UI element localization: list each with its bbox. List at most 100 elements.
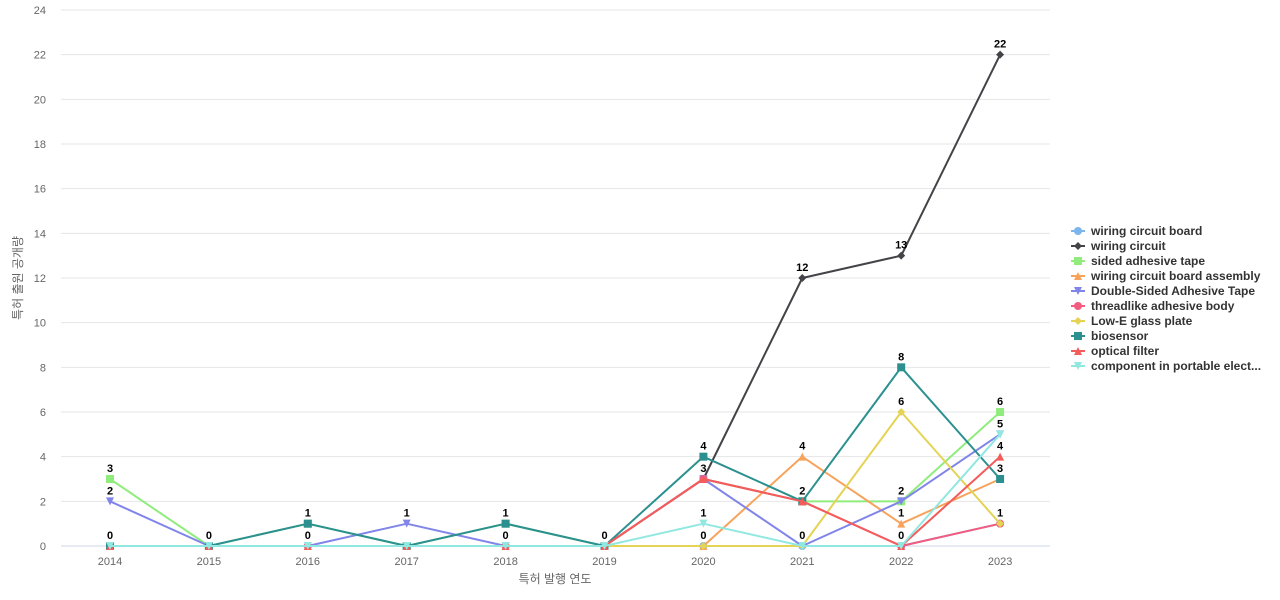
series-line: [110, 478, 1001, 547]
data-point: [402, 519, 411, 528]
series-group: [106, 50, 1005, 550]
data-label: 1: [898, 508, 904, 520]
data-point: [303, 519, 312, 528]
legend-marker: [1074, 362, 1082, 370]
series-line: [110, 54, 1001, 547]
y-tick-label: 16: [34, 184, 46, 196]
data-point: [897, 251, 906, 260]
data-point: [897, 363, 906, 372]
data-point: [996, 430, 1005, 439]
data-point: [501, 519, 510, 528]
x-tick-label: 2020: [691, 556, 715, 568]
data-label: 3: [107, 463, 113, 475]
data-point: [106, 542, 114, 550]
legend-label: optical filter: [1091, 344, 1159, 358]
data-label: 13: [895, 240, 907, 252]
legend-label: sided adhesive tape: [1091, 254, 1205, 268]
data-point: [996, 408, 1005, 416]
y-tick-label: 2: [40, 496, 46, 508]
data-point: [897, 497, 906, 506]
data-point: [699, 542, 708, 550]
x-tick-label: 2016: [296, 556, 320, 568]
data-label: 1: [503, 508, 509, 520]
y-tick-label: 10: [34, 318, 46, 330]
legend-marker: [1074, 287, 1082, 295]
x-tick-label: 2018: [493, 556, 517, 568]
series-line: [109, 433, 1001, 547]
data-point: [996, 50, 1005, 59]
y-tick-label: 22: [34, 50, 46, 62]
legend-marker: [1074, 257, 1082, 265]
series-2: [106, 408, 1005, 550]
data-point: [501, 542, 510, 550]
legend-item: optical filter: [1071, 344, 1159, 358]
y-tick-label: 0: [40, 541, 46, 553]
legend-label: component in portable elect...: [1091, 359, 1261, 373]
data-point: [798, 497, 807, 506]
y-tick-label: 24: [34, 5, 46, 17]
data-label: 4: [997, 441, 1004, 453]
legend-marker: [1074, 332, 1082, 340]
legend-item: biosensor: [1071, 329, 1149, 343]
legend-marker: [1074, 302, 1082, 310]
legend-label: biosensor: [1091, 329, 1149, 343]
data-point: [996, 475, 1005, 483]
data-label: 2: [799, 485, 805, 497]
legend-label: wiring circuit board: [1090, 224, 1202, 238]
series-9: [106, 430, 1005, 550]
data-point: [106, 497, 114, 506]
legend-item: Double-Sided Adhesive Tape: [1071, 284, 1255, 298]
data-label: 1: [997, 508, 1003, 520]
x-tick-label: 2014: [98, 556, 122, 568]
data-label: 4: [700, 441, 707, 453]
data-label: 12: [796, 262, 808, 274]
legend-label: Low-E glass plate: [1091, 314, 1193, 328]
data-label: 3: [997, 463, 1003, 475]
data-label: 0: [799, 530, 805, 542]
y-tick-label: 12: [34, 273, 46, 285]
legend-label: Double-Sided Adhesive Tape: [1091, 284, 1255, 298]
legend-item: threadlike adhesive body: [1071, 299, 1235, 313]
series-6: [106, 408, 1005, 550]
y-tick-label: 14: [34, 228, 46, 240]
data-point: [303, 542, 312, 550]
legend-item: wiring circuit board: [1071, 224, 1202, 238]
legend-item: Low-E glass plate: [1071, 314, 1193, 328]
legend-marker: [1074, 227, 1082, 235]
data-label: 0: [305, 530, 311, 542]
grid-lines: [61, 9, 1050, 502]
series-1: [106, 50, 1005, 550]
data-label: 2: [107, 485, 113, 497]
data-point: [996, 452, 1005, 461]
data-point: [402, 542, 411, 550]
data-label: 0: [700, 530, 706, 542]
data-point: [798, 452, 807, 461]
legend-item: wiring circuit: [1071, 239, 1166, 253]
data-label: 1: [700, 508, 706, 520]
data-label: 0: [503, 530, 509, 542]
x-tick-label: 2015: [197, 556, 221, 568]
y-axis-title: 특허 출원 공개량: [11, 236, 25, 320]
series-line: [110, 433, 1001, 547]
legend-item: sided adhesive tape: [1071, 254, 1205, 268]
x-tick-label: 2021: [790, 556, 814, 568]
series-line: [110, 411, 1001, 547]
legend-label: wiring circuit board assembly: [1090, 269, 1261, 283]
data-label: 1: [404, 508, 410, 520]
legend-label: wiring circuit: [1090, 239, 1166, 253]
data-label: 22: [994, 39, 1006, 51]
x-tick-label: 2019: [592, 556, 616, 568]
data-label: 3: [700, 463, 706, 475]
data-point: [106, 475, 114, 483]
data-label: 2: [898, 485, 904, 497]
y-tick-label: 20: [34, 94, 46, 106]
x-axis-ticks: 2014 2015 2016 2017 2018 2019 2020 2021 2022 2023: [98, 556, 1013, 568]
series-line: [110, 366, 1001, 547]
y-tick-label: 6: [40, 407, 46, 419]
data-point: [699, 452, 708, 461]
x-tick-label: 2022: [889, 556, 913, 568]
data-point: [897, 408, 906, 416]
